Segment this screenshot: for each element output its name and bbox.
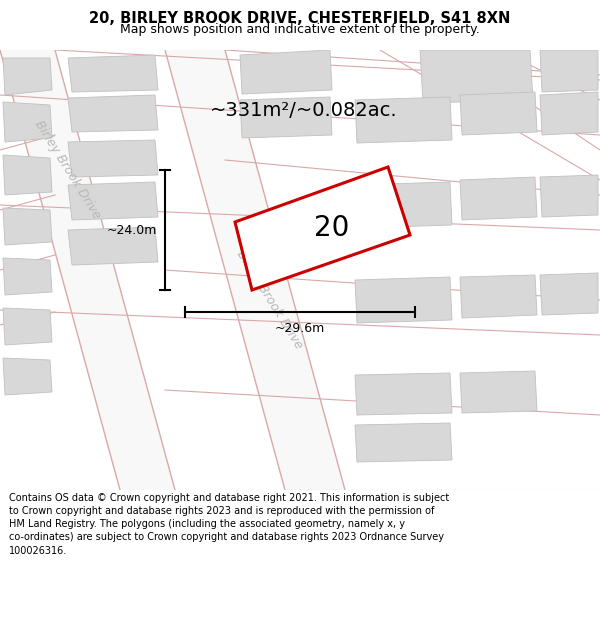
Polygon shape [3,358,52,395]
Polygon shape [355,277,452,323]
Polygon shape [240,50,332,94]
Text: Map shows position and indicative extent of the property.: Map shows position and indicative extent… [120,23,480,36]
Text: Birley Brook Drive: Birley Brook Drive [32,118,104,222]
Polygon shape [235,167,410,290]
Polygon shape [3,208,52,245]
Polygon shape [68,95,158,132]
Polygon shape [355,182,452,228]
Polygon shape [3,102,52,142]
Text: 20, BIRLEY BROOK DRIVE, CHESTERFIELD, S41 8XN: 20, BIRLEY BROOK DRIVE, CHESTERFIELD, S4… [89,11,511,26]
Polygon shape [420,50,533,103]
Polygon shape [460,275,537,318]
Polygon shape [68,182,158,220]
Text: ~24.0m: ~24.0m [107,224,157,236]
Polygon shape [68,227,158,265]
Text: 20: 20 [314,214,349,243]
Polygon shape [460,371,537,413]
Polygon shape [540,92,598,135]
Polygon shape [3,258,52,295]
Text: ~29.6m: ~29.6m [275,322,325,335]
Polygon shape [240,97,332,138]
Polygon shape [460,92,537,135]
Polygon shape [355,97,452,143]
Polygon shape [0,50,175,490]
Polygon shape [165,50,345,490]
Text: Contains OS data © Crown copyright and database right 2021. This information is : Contains OS data © Crown copyright and d… [9,492,449,556]
Polygon shape [3,155,52,195]
Text: ~331m²/~0.082ac.: ~331m²/~0.082ac. [210,101,398,119]
Polygon shape [460,177,537,220]
Polygon shape [355,423,452,462]
Polygon shape [68,140,158,177]
Polygon shape [540,175,598,217]
Polygon shape [540,273,598,315]
Polygon shape [3,308,52,345]
Polygon shape [540,50,598,92]
Polygon shape [68,55,158,92]
Text: Birley Brook Drive: Birley Brook Drive [235,248,305,352]
Polygon shape [3,58,52,95]
Polygon shape [355,373,452,415]
